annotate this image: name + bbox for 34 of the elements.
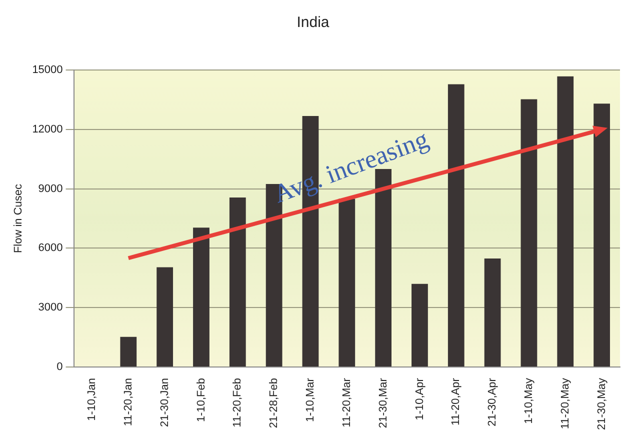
bar xyxy=(557,76,574,367)
y-tick-label: 3000 xyxy=(38,302,63,314)
x-tick-label: 11-20,Feb xyxy=(232,378,244,428)
bar xyxy=(156,267,174,367)
bar xyxy=(484,258,501,367)
x-tick-label: 11-20,May xyxy=(559,378,572,430)
x-tick-label: 1-10,Apr xyxy=(414,378,426,420)
x-tick-label: 11-20,Jan xyxy=(122,378,134,426)
x-tick-label: 1-10,May xyxy=(522,378,535,424)
y-tick-label: 9000 xyxy=(38,182,63,195)
x-tick-label: 1-10,Jan xyxy=(86,378,98,421)
x-tick-label: 11-20,Mar xyxy=(340,378,353,428)
bar xyxy=(120,336,137,367)
x-tick-label: 1-10,Feb xyxy=(195,378,208,422)
x-tick-label: 21-30,Mar xyxy=(377,378,390,428)
bar xyxy=(520,99,538,367)
y-tick-label: 0 xyxy=(56,361,63,374)
x-tick-label: 1-10,Mar xyxy=(304,378,317,422)
x-tick-label: 21-30,Apr xyxy=(486,378,499,426)
bar xyxy=(193,228,210,367)
y-tick-label: 12000 xyxy=(32,123,63,136)
bar xyxy=(448,84,464,367)
x-tick-label: 21-30,May xyxy=(596,378,608,430)
x-tick-label: 21-28,Feb xyxy=(268,378,280,428)
bar xyxy=(229,198,246,367)
bar xyxy=(594,104,610,367)
x-tick-label: 21-30,Jan xyxy=(158,378,171,427)
y-axis-title: Flow in Cusec xyxy=(12,183,25,254)
y-tick-label: 6000 xyxy=(38,242,63,254)
bar xyxy=(338,198,356,367)
bar xyxy=(412,284,428,367)
x-tick-label: 11-20,Apr xyxy=(450,378,462,426)
y-tick-label: 15000 xyxy=(32,64,63,76)
chart-title: India xyxy=(296,14,330,31)
